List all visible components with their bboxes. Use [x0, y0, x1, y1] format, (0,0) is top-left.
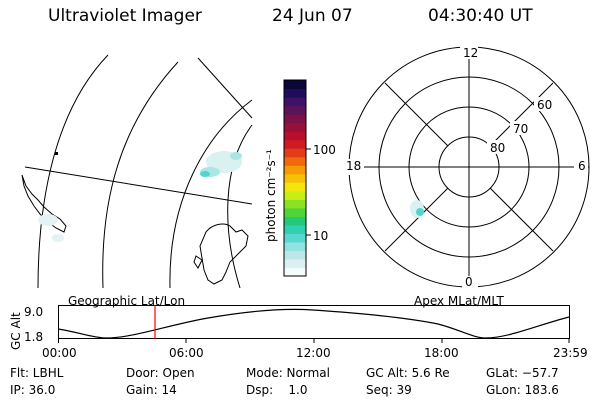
timeline-x-tick-0000: 00:00	[42, 346, 77, 360]
map-latitude-arc	[227, 124, 253, 289]
status-mode: Mode: Normal	[246, 366, 330, 380]
colorbar-segment	[284, 224, 306, 234]
colorbar-segment	[284, 148, 306, 158]
colorbar-segment	[284, 80, 306, 90]
map-emission-patches	[38, 151, 242, 242]
polar-diagonal	[489, 187, 554, 252]
status-ip: IP: 36.0	[10, 383, 56, 397]
polar-lat-label-60: 60	[537, 98, 553, 112]
status-glon: GLon: 183.6	[486, 383, 559, 397]
colorbar-segment	[284, 105, 306, 115]
status-filter: Flt: LBHL	[10, 366, 64, 380]
colorbar-segment	[284, 122, 306, 132]
colorbar-segment	[284, 97, 306, 107]
colorbar-segment	[284, 182, 306, 192]
map-coastline	[193, 255, 203, 269]
colorbar-segment	[284, 267, 306, 277]
time-label: 04:30:40 UT	[428, 6, 533, 26]
colorbar-segment	[284, 233, 306, 243]
status-dsp: Dsp: 1.0	[246, 383, 308, 397]
timeline-right-label: Apex MLat/MLT	[414, 294, 504, 308]
polar-lat-label-70: 70	[513, 122, 529, 136]
timeline-y-tick-max: 9.0	[24, 305, 44, 319]
colorbar-segment	[284, 190, 306, 200]
timeline-altitude-curve	[57, 308, 570, 339]
colorbar-tick-10: 10	[313, 229, 329, 243]
colorbar-segment	[284, 156, 306, 166]
status-door: Door: Open	[126, 366, 195, 380]
timeline-left-label: Geographic Lat/Lon	[68, 294, 186, 308]
status-seq: Seq: 39	[366, 383, 412, 397]
polar-hour-label-12: 12	[463, 46, 479, 60]
map-coastline	[21, 174, 67, 233]
polar-diagonal	[384, 82, 449, 147]
map-coastline	[199, 223, 249, 285]
status-glat: GLat: −57.7	[486, 366, 559, 380]
polar-hour-label-0: 0	[465, 275, 473, 289]
polar-hour-label-18: 18	[346, 159, 362, 173]
timeline-y-tick-min: 1.8	[24, 330, 44, 344]
colorbar-segment	[284, 131, 306, 141]
colorbar-segment	[284, 250, 306, 260]
colorbar-segment	[284, 165, 306, 175]
colorbar-tick-100: 100	[313, 143, 336, 157]
status-gc-alt: GC Alt: 5.6 Re	[366, 366, 450, 380]
polar-emission-patches	[410, 200, 424, 218]
polar-diagonal	[489, 82, 554, 147]
colorbar-segment	[284, 258, 306, 269]
map-meridian-line	[24, 166, 253, 205]
timeline-plot	[57, 305, 570, 343]
map-island	[55, 152, 58, 155]
colorbar-segment	[284, 173, 306, 183]
map-latitude-arc	[102, 61, 179, 289]
polar-hour-label-6: 6	[578, 159, 586, 173]
colorbar	[283, 79, 311, 277]
colorbar-segment	[284, 241, 306, 252]
polar-plot	[344, 45, 590, 290]
colorbar-segment	[284, 114, 306, 124]
colorbar-segment	[284, 88, 306, 98]
colorbar-segment	[284, 199, 306, 209]
colorbar-segment	[284, 207, 306, 217]
polar-diagonal	[384, 187, 449, 252]
timeline-y-axis-title: GC Alt	[9, 312, 23, 350]
timeline-x-tick-1200: 12:00	[296, 346, 331, 360]
date-label: 24 Jun 07	[272, 6, 353, 26]
status-gain: Gain: 14	[126, 383, 177, 397]
polar-lat-label-80: 80	[490, 141, 506, 155]
colorbar-segment	[284, 139, 306, 149]
timeline-x-tick-0600: 06:00	[169, 346, 204, 360]
app-title: Ultraviolet Imager	[48, 6, 202, 26]
map-latitude-arc	[169, 99, 253, 289]
map-meridian-line	[197, 57, 253, 119]
map-latitude-arc	[37, 54, 109, 289]
colorbar-segment	[284, 216, 306, 226]
timeline-x-tick-2359: 23:59	[553, 346, 588, 360]
colorbar-unit-label: photon cm⁻²s⁻¹	[264, 149, 278, 242]
timeline-x-tick-1800: 18:00	[424, 346, 459, 360]
